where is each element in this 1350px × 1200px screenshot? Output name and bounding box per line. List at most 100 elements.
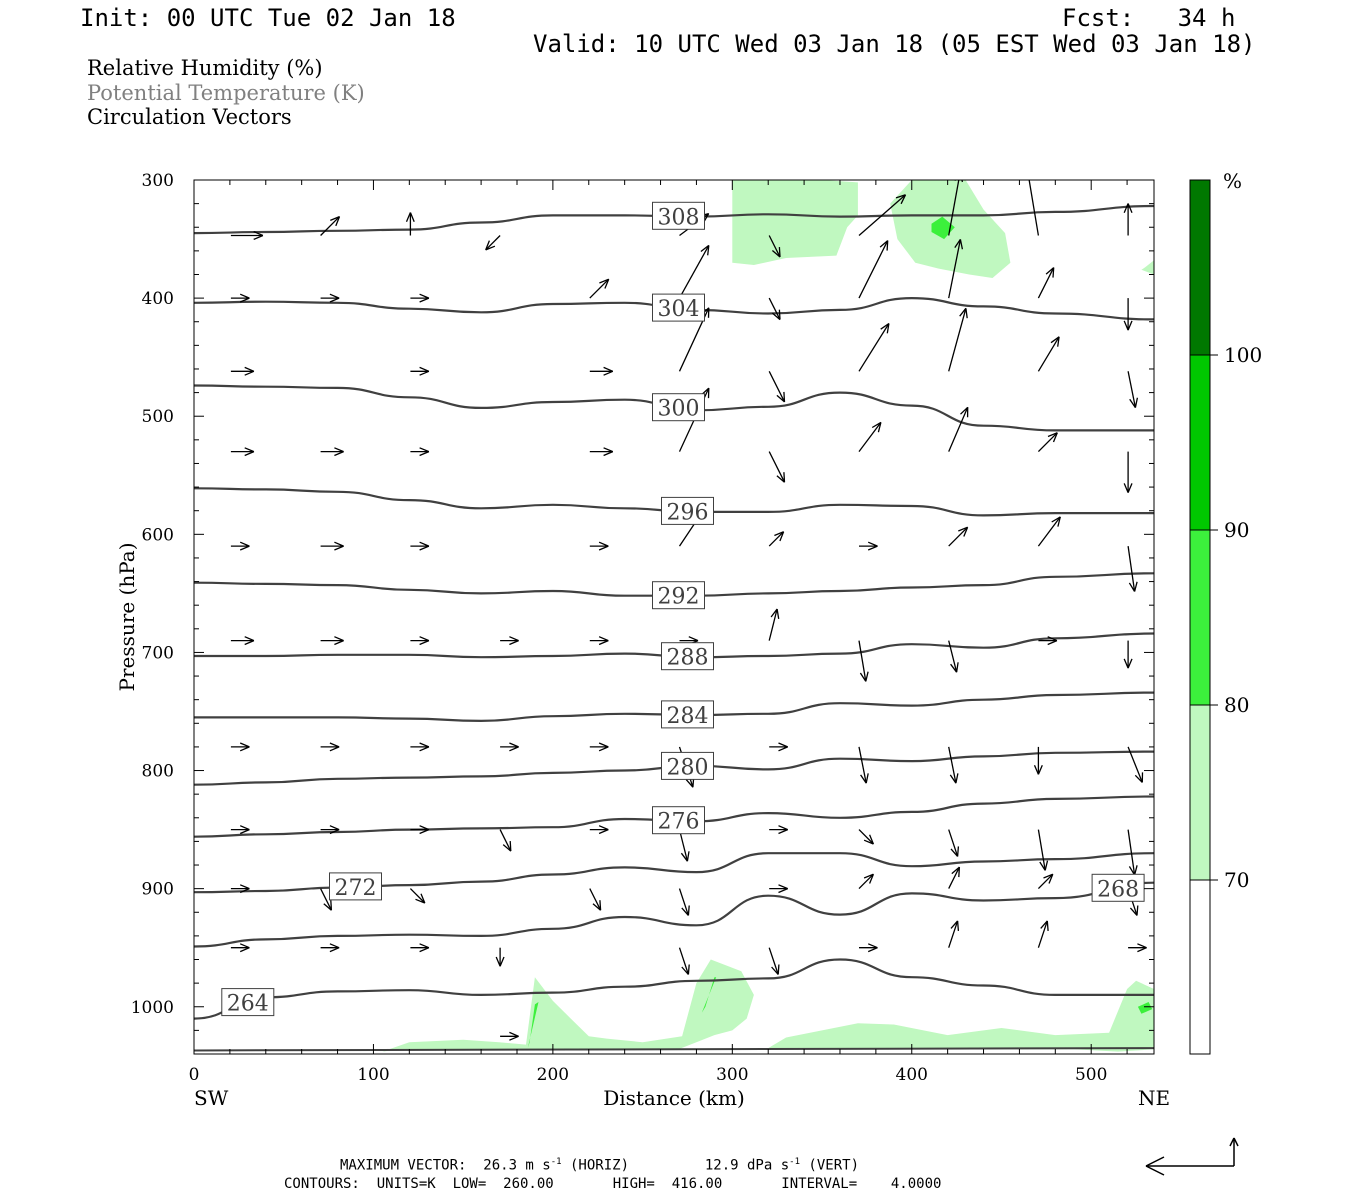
surface-line (194, 1047, 1154, 1052)
circulation-vector (230, 293, 250, 303)
circulation-vector (768, 531, 785, 547)
theta-contour-264 (194, 958, 1154, 1020)
circulation-vector (678, 829, 690, 862)
circulation-vector (948, 526, 969, 547)
circulation-vector (500, 636, 519, 646)
contour-label-box-308 (652, 201, 705, 230)
circulation-vector (858, 240, 889, 299)
contour-label-304: 304 (658, 297, 700, 322)
field-rh-label: Relative Humidity (%) (87, 56, 323, 80)
rh-region-70-4 (382, 959, 754, 1052)
circulation-vector (858, 421, 882, 452)
rh-region-80-6 (701, 977, 717, 1013)
circulation-vector (858, 873, 875, 890)
circulation-vector (678, 947, 690, 975)
rh-region-80-8 (1137, 1002, 1153, 1014)
circulation-vector (410, 366, 430, 376)
circulation-vector (1128, 943, 1147, 953)
circulation-vector (1037, 829, 1049, 871)
circulation-vector (230, 636, 255, 646)
circulation-vector (858, 640, 869, 682)
circulation-vector (410, 293, 430, 303)
circulation-vector (589, 742, 609, 752)
circulation-vector (320, 293, 340, 303)
contour-label-288: 288 (667, 646, 709, 671)
axis-layer: 0 100 200 300 400 500 300 400 500 600 700 800 900 100… (131, 171, 1154, 1085)
colorbar-label: 70 (1224, 868, 1249, 892)
circulation-vector (859, 943, 878, 953)
circulation-vector (1037, 267, 1055, 299)
circulation-vector (1162, 236, 1182, 276)
colorbar-segment (1189, 879, 1211, 1055)
x-tick-label: 400 (896, 1065, 928, 1085)
contour-label-308: 308 (658, 205, 700, 230)
y-tick-label: 700 (142, 643, 174, 663)
circulation-vector (410, 541, 430, 551)
circulation-vector (500, 742, 519, 752)
circulation-vector (858, 829, 875, 845)
y-axis-title: Pressure (hPa) (115, 543, 139, 692)
circulation-vector (1037, 873, 1054, 890)
circulation-vector (1164, 236, 1173, 277)
field-theta-label: Potential Temperature (K) (87, 81, 365, 105)
contour-info-line: CONTOURS: UNITS=K LOW= 260.00 HIGH= 416.… (284, 1176, 942, 1192)
circulation-vector (768, 371, 786, 403)
x-tick-label: 500 (1075, 1065, 1107, 1085)
colorbar-segment (1189, 529, 1211, 706)
contour-label-box-296 (661, 496, 714, 525)
circulation-vector (1037, 920, 1049, 948)
circulation-vector (769, 884, 788, 894)
circulation-vector (1123, 451, 1133, 493)
field-vectors-label: Circulation Vectors (87, 105, 292, 129)
y-tick-label: 600 (142, 525, 174, 545)
circulation-vector (589, 366, 614, 376)
theta-contour-268 (194, 881, 1154, 948)
circulation-vector (410, 447, 430, 457)
circulation-vector (1028, 180, 1040, 236)
sw-label: SW (194, 1086, 229, 1110)
circulation-vector (678, 244, 710, 299)
circulation-vector (1123, 203, 1133, 236)
contour-label-296: 296 (667, 500, 709, 525)
circulation-vector (948, 920, 960, 948)
circulation-vector (589, 447, 614, 457)
contour-label-box-304 (652, 293, 705, 322)
circulation-vector (1127, 371, 1139, 408)
colorbar-unit: % (1223, 169, 1242, 193)
circulation-vector (230, 825, 250, 835)
contour-label-280: 280 (667, 755, 709, 780)
contour-label-box-264 (221, 988, 275, 1017)
vert-unit-exponent: -1 (789, 1157, 800, 1167)
colorbar-segment (1189, 179, 1211, 356)
circulation-vector (410, 943, 430, 953)
circulation-vector (230, 231, 264, 240)
circulation-vector (768, 297, 781, 321)
circulation-vector (948, 406, 969, 452)
circulation-vector (1168, 641, 1182, 655)
circulation-vector (1037, 516, 1061, 547)
circulation-vector (1127, 829, 1138, 876)
circulation-vector (1173, 546, 1182, 587)
plot-frame (193, 179, 1155, 1055)
rh-region-70-0 (732, 180, 858, 265)
circulation-vector (320, 943, 340, 953)
circulation-vector (589, 278, 610, 299)
circulation-vector (1037, 432, 1058, 453)
circulation-vector (495, 947, 505, 967)
circulation-vector (1164, 926, 1175, 948)
circulation-vector (1123, 640, 1133, 669)
circulation-vector (1164, 1032, 1183, 1040)
circulation-vector (1164, 743, 1183, 751)
circulation-vector (858, 194, 907, 236)
circulation-vector (948, 640, 959, 673)
circulation-vector (1123, 298, 1133, 331)
circulation-vector (230, 447, 255, 457)
circulation-vector (768, 947, 780, 975)
circulation-vector (410, 636, 430, 646)
y-tick-label: 400 (142, 289, 174, 309)
circulation-vector (320, 636, 344, 646)
circulation-vector (678, 888, 690, 916)
contour-label-box-284 (661, 700, 714, 729)
circulation-vector (589, 825, 609, 835)
rh-region-70-2 (1141, 260, 1154, 275)
